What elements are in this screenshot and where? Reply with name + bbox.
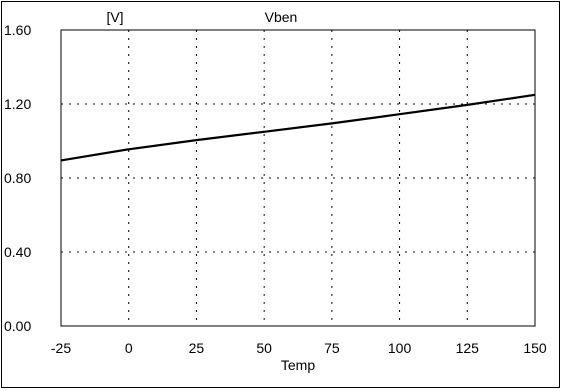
- x-tick-label: -25: [51, 340, 71, 356]
- x-tick-label: 50: [256, 340, 272, 356]
- x-tick-label: 125: [456, 340, 480, 356]
- y-tick-label: 0.80: [4, 170, 31, 186]
- x-tick-label: 25: [189, 340, 205, 356]
- x-tick-label: 0: [125, 340, 133, 356]
- tick-label-layer: -25 0 25 50 75 100 125 150 0.00 0.40 0.80 1.20 1.60: [4, 22, 547, 356]
- y-tick-label: 0.40: [4, 244, 31, 260]
- x-axis-label: Temp: [281, 357, 315, 373]
- y-axis-label: [V]: [106, 9, 123, 25]
- series-layer: [60, 93, 536, 162]
- y-tick-label: 1.60: [4, 22, 31, 38]
- plot-area: [60, 29, 536, 327]
- grid-layer: [61, 30, 535, 326]
- y-tick-label: 0.00: [4, 318, 31, 334]
- x-tick-label: 100: [388, 340, 412, 356]
- y-tick-label: 1.20: [4, 96, 31, 112]
- x-tick-label: 75: [324, 340, 340, 356]
- chart-title: Vben: [265, 9, 298, 25]
- x-tick-label: 150: [523, 340, 547, 356]
- series-line: [60, 93, 536, 162]
